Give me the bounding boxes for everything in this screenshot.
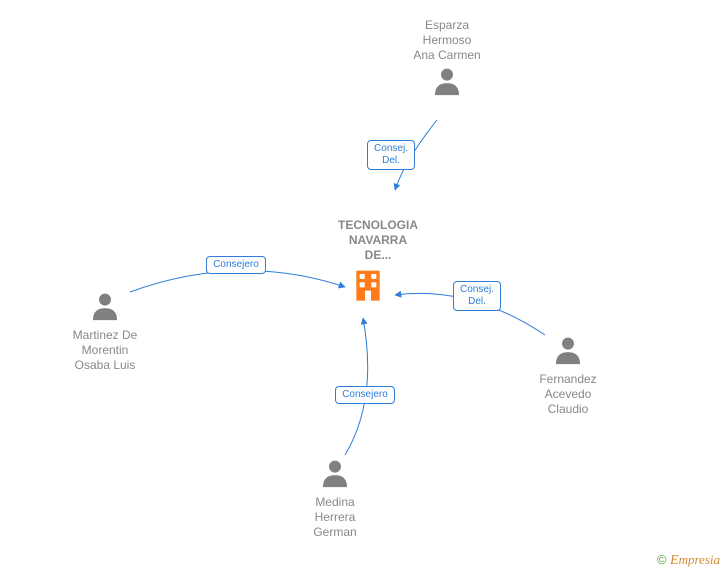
person-icon [430, 85, 464, 102]
person-label: Martinez DeMorentinOsaba Luis [73, 328, 138, 373]
person-icon [318, 477, 352, 494]
edge-label: Consej. Del. [453, 281, 501, 311]
person-label: EsparzaHermosoAna Carmen [413, 18, 480, 63]
person-node[interactable]: FernandezAcevedoClaudio [518, 333, 618, 418]
company-node[interactable]: TECNOLOGIANAVARRADE... [338, 218, 398, 309]
edge-label: Consejero [335, 386, 395, 404]
person-node[interactable]: Martinez DeMorentinOsaba Luis [55, 289, 155, 374]
edge-label: Consej. Del. [367, 140, 415, 170]
person-node[interactable]: EsparzaHermosoAna Carmen [397, 18, 497, 103]
edge-label: Consejero [206, 256, 266, 274]
person-label: FernandezAcevedoClaudio [539, 372, 596, 417]
person-node[interactable]: MedinaHerreraGerman [285, 456, 385, 541]
person-label: MedinaHerreraGerman [313, 495, 356, 540]
building-icon [348, 291, 388, 308]
copyright: © empresia [657, 552, 720, 569]
copyright-symbol: © [657, 552, 667, 567]
person-icon [551, 354, 585, 371]
copyright-brand: empresia [670, 552, 720, 567]
company-label: TECNOLOGIANAVARRADE... [338, 218, 418, 263]
person-icon [88, 310, 122, 327]
diagram-canvas: TECNOLOGIANAVARRADE... EsparzaHermosoAna… [0, 0, 728, 575]
